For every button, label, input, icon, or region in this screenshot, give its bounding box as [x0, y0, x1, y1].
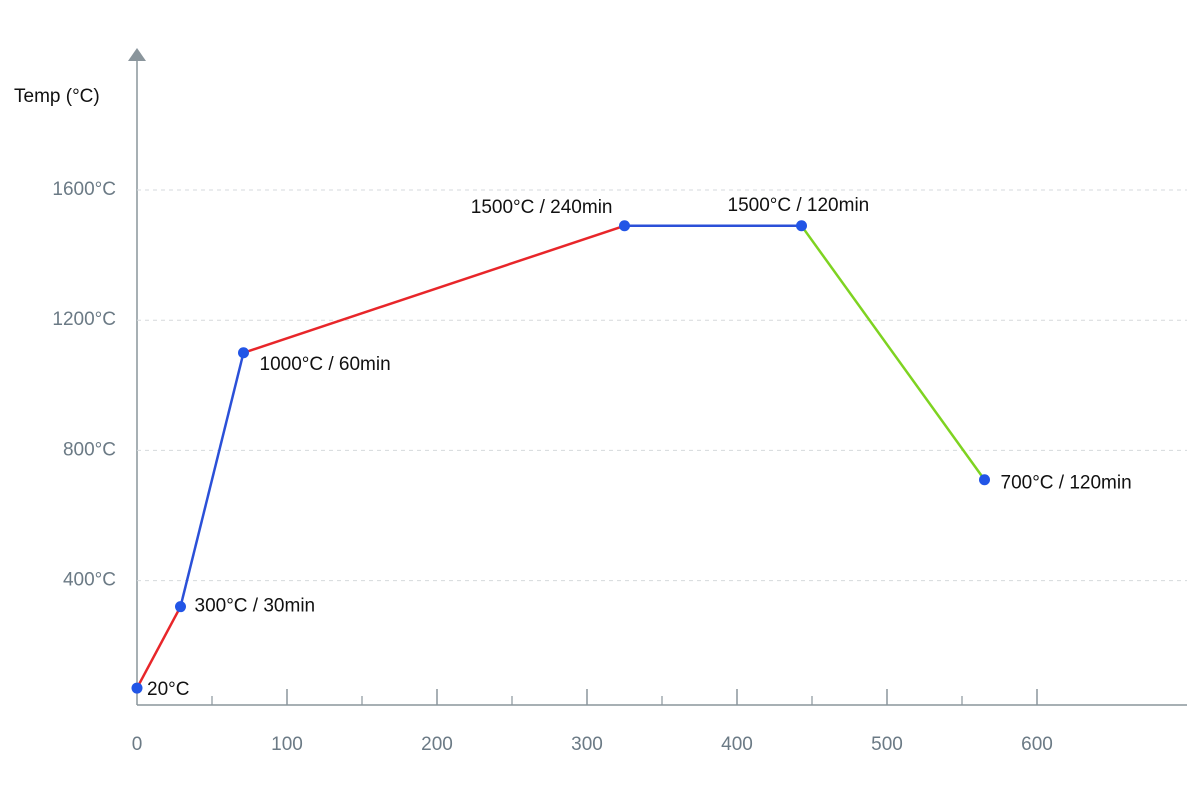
x-tick-label: 0 — [132, 734, 143, 755]
y-tick-label: 1600°C — [52, 179, 116, 200]
data-point — [619, 220, 630, 232]
data-label: 20°C — [147, 679, 189, 700]
data-label: 1000°C / 60min — [260, 354, 391, 375]
x-tick-label: 300 — [571, 734, 603, 755]
data-point — [175, 601, 186, 613]
line-segment — [179, 352, 245, 607]
x-tick-label: 500 — [871, 734, 903, 755]
data-point — [796, 220, 807, 232]
line-segment — [800, 225, 986, 481]
y-tick-label: 400°C — [63, 570, 116, 591]
data-label: 300°C / 30min — [195, 596, 316, 617]
data-point — [131, 682, 143, 694]
y-axis-arrow — [128, 48, 146, 61]
y-tick-label: 800°C — [63, 439, 116, 460]
x-tick-label: 400 — [721, 734, 753, 755]
y-axis-label: Temp (°C) — [14, 86, 100, 107]
x-tick-label: 100 — [271, 734, 303, 755]
data-label: 1500°C / 120min — [728, 195, 870, 216]
data-label: 700°C / 120min — [1001, 473, 1132, 494]
data-point — [238, 347, 249, 359]
line-segment — [243, 224, 625, 354]
data-label: 1500°C / 240min — [471, 197, 613, 218]
x-tick-label: 600 — [1021, 734, 1053, 755]
x-tick-label: 200 — [421, 734, 453, 755]
data-point — [979, 474, 990, 486]
line-segment — [135, 606, 182, 689]
y-tick-label: 1200°C — [52, 309, 116, 330]
